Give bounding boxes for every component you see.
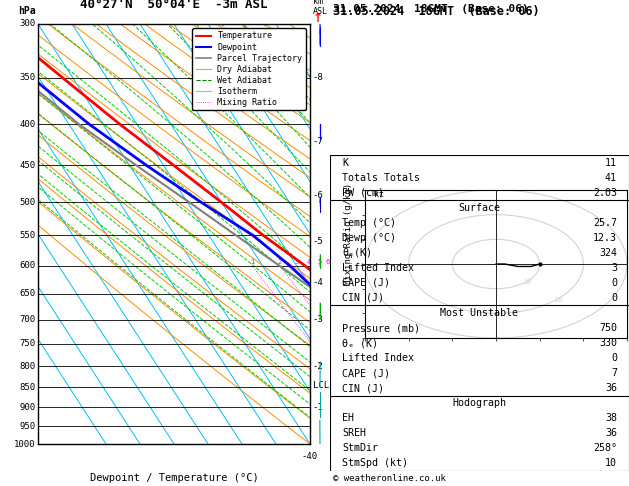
Text: 400: 400	[19, 120, 35, 129]
Text: 330: 330	[599, 338, 617, 348]
Text: 20: 20	[555, 296, 563, 302]
Text: Totals Totals: Totals Totals	[342, 173, 420, 183]
Text: EH: EH	[342, 413, 354, 423]
Text: 5: 5	[317, 259, 321, 264]
Text: K: K	[342, 157, 348, 168]
Text: 0: 0	[611, 293, 617, 303]
Text: 38: 38	[605, 413, 617, 423]
Text: LCL: LCL	[313, 381, 329, 390]
Text: CAPE (J): CAPE (J)	[342, 278, 390, 288]
Text: θₑ (K): θₑ (K)	[342, 338, 378, 348]
Text: 1000: 1000	[14, 439, 35, 449]
Text: 500: 500	[19, 198, 35, 207]
Text: 350: 350	[19, 73, 35, 82]
Text: Lifted Index: Lifted Index	[342, 263, 414, 273]
Text: 7: 7	[611, 368, 617, 378]
Text: -1: -1	[313, 403, 323, 412]
Text: StmSpd (kt): StmSpd (kt)	[342, 458, 408, 469]
Text: 550: 550	[19, 231, 35, 240]
Text: 3: 3	[611, 263, 617, 273]
Text: -5: -5	[313, 237, 323, 246]
Text: CAPE (J): CAPE (J)	[342, 368, 390, 378]
Text: 750: 750	[19, 339, 35, 348]
Text: 900: 900	[19, 403, 35, 412]
Text: 36: 36	[605, 383, 617, 393]
Text: 800: 800	[19, 362, 35, 371]
Text: -40: -40	[302, 452, 318, 461]
Text: 10: 10	[523, 279, 532, 285]
Text: SREH: SREH	[342, 428, 366, 438]
Text: -2: -2	[313, 362, 323, 371]
Text: 36: 36	[605, 428, 617, 438]
Text: kt: kt	[374, 191, 384, 199]
Text: 40°27'N  50°04'E  -3m ASL: 40°27'N 50°04'E -3m ASL	[81, 0, 268, 11]
Text: 3: 3	[294, 259, 299, 264]
Text: Mixing Ratio (g/kg): Mixing Ratio (g/kg)	[343, 183, 353, 285]
Text: -4: -4	[313, 278, 323, 287]
Text: 0: 0	[611, 278, 617, 288]
Text: km
ASL: km ASL	[313, 0, 328, 16]
Text: 850: 850	[19, 383, 35, 392]
Text: hPa: hPa	[18, 6, 35, 16]
Text: 650: 650	[19, 289, 35, 298]
Text: 1: 1	[250, 259, 254, 264]
Text: 11: 11	[605, 157, 617, 168]
Text: -7: -7	[313, 137, 323, 146]
Text: 300: 300	[19, 19, 35, 29]
Text: -8: -8	[313, 73, 323, 82]
Text: ↑: ↑	[313, 8, 323, 26]
Text: 700: 700	[19, 315, 35, 324]
Text: 41: 41	[605, 173, 617, 183]
Text: 324: 324	[599, 248, 617, 258]
Text: -6: -6	[313, 191, 323, 200]
Text: Surface: Surface	[459, 203, 501, 213]
Text: Dewp (°C): Dewp (°C)	[342, 233, 396, 243]
Text: Lifted Index: Lifted Index	[342, 353, 414, 363]
Text: 25.7: 25.7	[593, 218, 617, 228]
Text: 31.05.2024  18GMT  (Base: 06): 31.05.2024 18GMT (Base: 06)	[333, 5, 540, 18]
Text: Most Unstable: Most Unstable	[440, 308, 518, 318]
Text: 12.3: 12.3	[593, 233, 617, 243]
Text: 6: 6	[325, 259, 330, 264]
Text: 950: 950	[19, 422, 35, 431]
Text: Temp (°C): Temp (°C)	[342, 218, 396, 228]
Text: 450: 450	[19, 161, 35, 170]
Text: 750: 750	[599, 323, 617, 333]
Text: 2.03: 2.03	[593, 188, 617, 198]
Text: CIN (J): CIN (J)	[342, 383, 384, 393]
Text: 31.05.2024  18GMT  (Base: 06): 31.05.2024 18GMT (Base: 06)	[333, 4, 529, 14]
Text: 31.05.2024  18GMT  (Base: 06): 31.05.2024 18GMT (Base: 06)	[376, 0, 582, 1]
Text: 4: 4	[307, 259, 311, 264]
Text: Pressure (mb): Pressure (mb)	[342, 323, 420, 333]
Text: Dewpoint / Temperature (°C): Dewpoint / Temperature (°C)	[89, 473, 259, 484]
Text: 2: 2	[277, 259, 282, 264]
Text: PW (cm): PW (cm)	[342, 188, 384, 198]
Text: StmDir: StmDir	[342, 443, 378, 453]
Text: -3: -3	[313, 315, 323, 324]
Legend: Temperature, Dewpoint, Parcel Trajectory, Dry Adiabat, Wet Adiabat, Isotherm, Mi: Temperature, Dewpoint, Parcel Trajectory…	[192, 28, 306, 110]
Text: 10: 10	[605, 458, 617, 469]
Text: 0: 0	[611, 353, 617, 363]
Text: θₑ(K): θₑ(K)	[342, 248, 372, 258]
Text: CIN (J): CIN (J)	[342, 293, 384, 303]
Text: 600: 600	[19, 261, 35, 270]
Text: © weatheronline.co.uk: © weatheronline.co.uk	[333, 474, 446, 483]
Text: Hodograph: Hodograph	[452, 399, 506, 408]
Text: 258°: 258°	[593, 443, 617, 453]
